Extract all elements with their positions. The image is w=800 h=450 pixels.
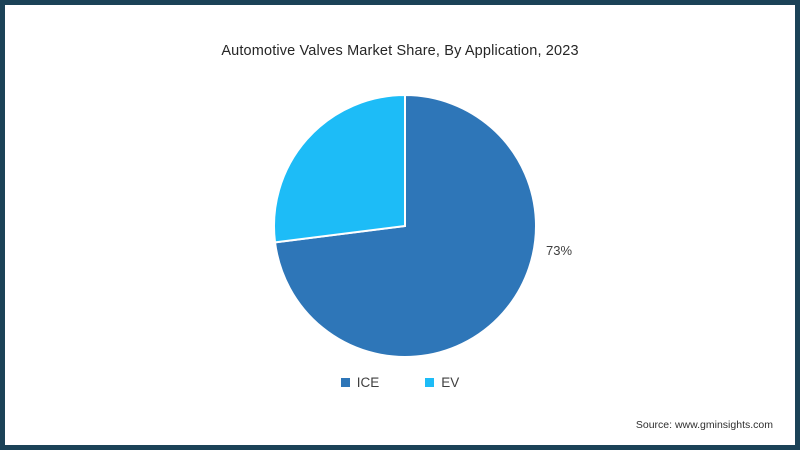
source-attribution: Source: www.gminsights.com [635,419,773,431]
pie-slice-value-ice: 73% [546,243,573,258]
chart-legend: ICE EV [5,376,795,390]
pie-chart [272,93,538,359]
legend-label-ev: EV [441,375,460,390]
legend-item-ice[interactable]: ICE [340,375,380,390]
legend-swatch-icon-ev [425,378,435,388]
pie-slice-ev[interactable] [273,93,406,244]
legend-swatch-icon-ice [340,378,350,388]
legend-item-ev[interactable]: EV [425,376,459,390]
legend-label-ice: ICE [356,375,380,390]
page-title: Automotive Valves Market Share, By Appli… [221,43,579,59]
pie-chart-svg [273,93,537,358]
chart-canvas: Automotive Valves Market Share, By Appli… [5,5,795,445]
